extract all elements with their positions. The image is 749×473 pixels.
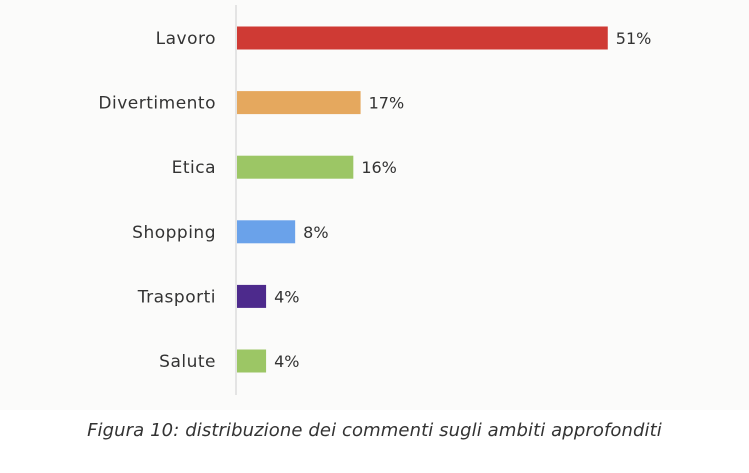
category-label-trasporti: Trasporti bbox=[137, 287, 216, 307]
category-label-etica: Etica bbox=[172, 158, 216, 178]
value-label-lavoro: 51% bbox=[616, 29, 652, 48]
bar-divertimento bbox=[237, 91, 361, 115]
figure-caption: Figura 10: distribuzione dei commenti su… bbox=[87, 420, 662, 441]
value-label-trasporti: 4% bbox=[274, 287, 299, 306]
value-label-divertimento: 17% bbox=[369, 94, 405, 113]
category-label-divertimento: Divertimento bbox=[98, 94, 216, 114]
chart-area: Lavoro 51% Divertimento 17% Etica 16% Shopping… bbox=[98, 5, 652, 395]
bar-chart: Lavoro 51% Divertimento 17% Etica 16% Shopping… bbox=[98, 5, 652, 395]
value-label-salute: 4% bbox=[274, 352, 299, 371]
bar-shopping bbox=[237, 220, 296, 244]
value-label-etica: 16% bbox=[361, 158, 397, 177]
category-label-lavoro: Lavoro bbox=[156, 29, 216, 49]
bar-etica bbox=[237, 155, 354, 179]
bar-lavoro bbox=[237, 26, 608, 50]
value-label-shopping: 8% bbox=[303, 223, 328, 242]
category-label-shopping: Shopping bbox=[132, 223, 216, 243]
category-label-salute: Salute bbox=[159, 352, 216, 372]
bar-trasporti bbox=[237, 284, 267, 308]
bar-salute bbox=[237, 349, 267, 373]
